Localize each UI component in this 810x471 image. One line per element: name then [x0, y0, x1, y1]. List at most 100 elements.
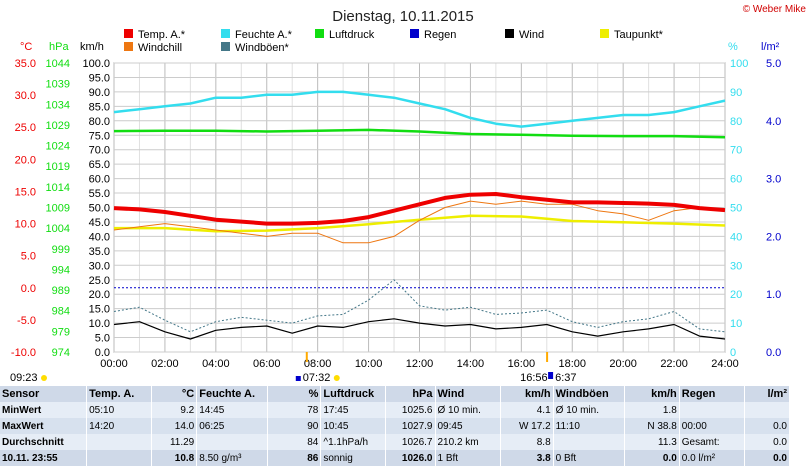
tick-label-wind: 30.0	[89, 260, 110, 272]
tick-label-x: 16:00	[508, 358, 536, 370]
series-line-luftdruck	[113, 128, 726, 139]
tick-label-pressure: 984	[52, 306, 70, 318]
tick-label-x: 20:00	[609, 358, 637, 370]
tick-label-wind: 100.0	[82, 58, 110, 70]
tick-label-temp: 15.0	[15, 186, 36, 198]
tick-label-humidity: 30	[730, 260, 742, 272]
table-row: MinWert 05:10 9.2 14:45 78 17:45 1025.6 …	[0, 402, 791, 418]
tick-label-pressure: 1014	[46, 182, 70, 194]
sun-icon	[333, 375, 340, 381]
table-cell: 0.0	[624, 450, 680, 466]
tick-label-pressure: 1019	[46, 161, 70, 173]
table-cell: 0.0	[744, 418, 791, 434]
legend-swatch-humidity	[221, 29, 230, 38]
series-line-taupunkt	[114, 214, 726, 233]
tick-label-humidity: 10	[730, 318, 742, 330]
weather-chart: Dienstag, 10.11.2015 Temp. A.* Feuchte A.…	[10, 8, 781, 384]
header-cell: Luftdruck	[320, 386, 387, 402]
legend: Temp. A.* Feuchte A.* Luftdruck Regen Wind Ta…	[124, 29, 664, 54]
table-row: Durchschnitt 11.29 84 ^1.1hPa/h 1026.7 2…	[0, 434, 791, 450]
tick-label-wind: 10.0	[89, 318, 110, 330]
table-cell: 1027.9	[385, 418, 436, 434]
sunrise-icon	[295, 376, 301, 381]
tick-label-wind: 50.0	[89, 203, 110, 215]
tick-label-humidity: 100	[730, 58, 748, 70]
series-line-feuchte-a	[113, 90, 726, 128]
table-cell: 0.0	[744, 434, 791, 450]
tick-label-x: 06:00	[253, 358, 281, 370]
table-cell: Gesamt:	[679, 434, 745, 450]
table-cell	[86, 434, 153, 450]
legend-swatch-wind	[505, 29, 514, 38]
table-cell: 14:20	[86, 418, 153, 434]
table-cell	[679, 402, 745, 418]
table-cell: ^1.1hPa/h	[320, 434, 387, 450]
row-label: MaxWert	[0, 418, 88, 434]
row-label: 10.11. 23:55	[0, 450, 88, 466]
table-cell: 84	[267, 434, 322, 450]
tick-label-x: 04:00	[202, 358, 230, 370]
tick-label-temp: 10.0	[15, 219, 36, 231]
tick-label-humidity: 70	[730, 145, 742, 157]
tick-label-x: 22:00	[660, 358, 688, 370]
header-cell: %	[267, 386, 322, 402]
table-cell: 3.8	[500, 450, 554, 466]
header-cell: km/h	[500, 386, 554, 402]
table-cell: 11.29	[151, 434, 198, 450]
tick-label-rain: 1.0	[766, 289, 781, 301]
table-cell: 10:45	[320, 418, 387, 434]
table-cell	[553, 434, 625, 450]
stats-table: Sensor Temp. A. °C Feuchte A. % Luftdruc…	[0, 386, 791, 466]
tick-label-humidity: 90	[730, 87, 742, 99]
table-cell: 78	[267, 402, 322, 418]
table-cell: 8.50 g/m³	[196, 450, 269, 466]
tick-label-pressure: 1029	[46, 120, 70, 132]
table-header-row: Sensor Temp. A. °C Feuchte A. % Luftdruc…	[0, 386, 791, 402]
tick-label-rain: 5.0	[766, 58, 781, 70]
tick-label-pressure: 1044	[46, 58, 70, 70]
table-cell: Ø 10 min.	[553, 402, 625, 418]
sunset-label: 16:56	[520, 372, 548, 384]
tick-label-wind: 60.0	[89, 174, 110, 186]
tick-label-humidity: 40	[730, 231, 742, 243]
tick-label-pressure: 979	[52, 326, 70, 338]
tick-label-rain: 4.0	[766, 116, 781, 128]
axis-unit-rain: l/m²	[761, 41, 780, 53]
tick-label-x: 00:00	[100, 358, 128, 370]
tick-label-x: 08:00	[304, 358, 332, 370]
table-cell	[86, 450, 153, 466]
table-cell: 1025.6	[385, 402, 436, 418]
header-cell: Temp. A.	[86, 386, 153, 402]
tick-label-temp: -5.0	[17, 315, 36, 327]
grid	[113, 62, 726, 353]
table-row-current: 10.11. 23:55 10.8 8.50 g/m³ 86 sonnig 10…	[0, 450, 791, 466]
tick-label-x: 10:00	[355, 358, 383, 370]
tick-label-x: 02:00	[151, 358, 179, 370]
tick-label-humidity: 60	[730, 174, 742, 186]
table-cell: 9.2	[151, 402, 198, 418]
header-cell: l/m²	[744, 386, 791, 402]
series-line-wind	[113, 318, 726, 340]
header-cell: °C	[151, 386, 198, 402]
axis-unit-humidity: %	[728, 41, 738, 53]
sunrise-label: 07:32	[303, 372, 331, 384]
table-cell: Ø 10 min.	[435, 402, 501, 418]
watermark: © Weber Mike	[742, 4, 806, 15]
axis-unit-temp: °C	[20, 41, 32, 53]
table-cell: 10.8	[151, 450, 198, 466]
tick-label-humidity: 20	[730, 289, 742, 301]
sunset-icon	[548, 372, 554, 379]
table-cell: 14:45	[196, 402, 269, 418]
tick-label-wind: 95.0	[89, 72, 110, 84]
header-cell: km/h	[624, 386, 680, 402]
table-cell: 4.1	[500, 402, 554, 418]
tick-label-x: 12:00	[406, 358, 434, 370]
table-cell: 11:10	[553, 418, 625, 434]
series-line-windb-en	[113, 279, 726, 333]
table-cell: 17:45	[320, 402, 387, 418]
table-cell: 0.0 l/m²	[679, 450, 745, 466]
legend-swatch-temp	[124, 29, 133, 38]
tick-label-x: 24:00	[711, 358, 739, 370]
header-cell: Feuchte A.	[196, 386, 269, 402]
table-cell	[744, 402, 791, 418]
